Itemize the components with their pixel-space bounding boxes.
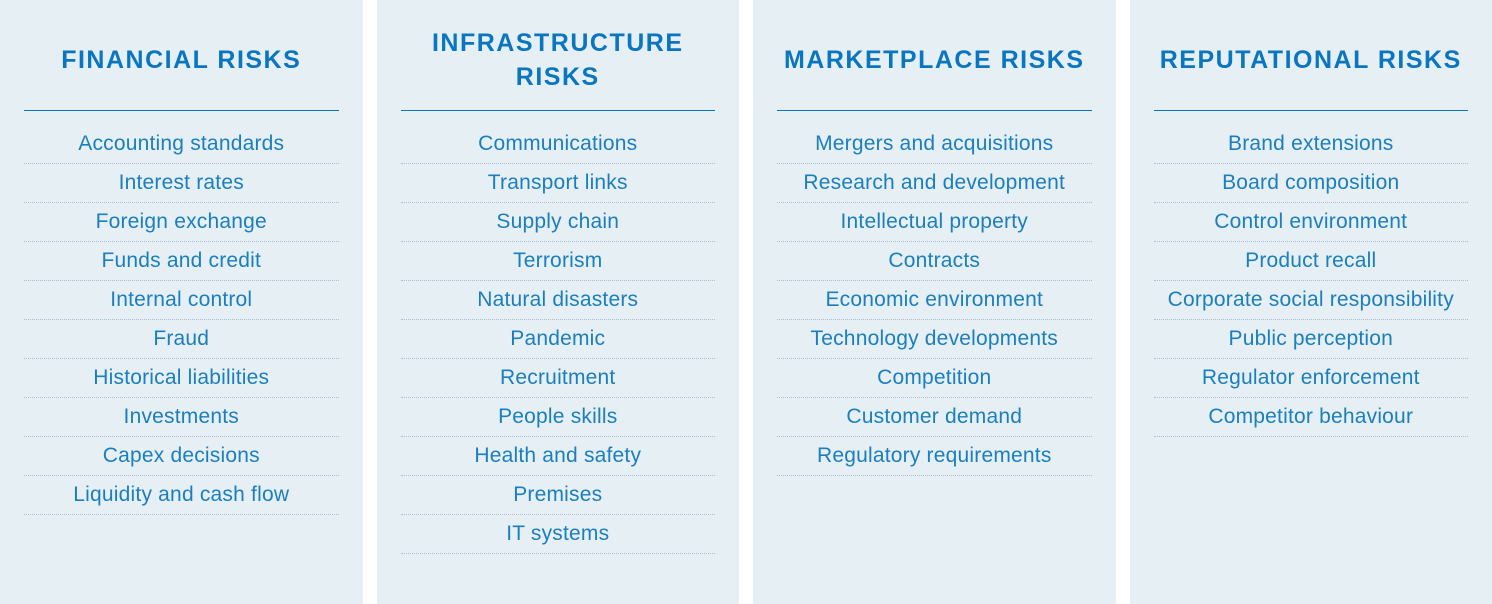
list-item: Competitor behaviour [1154,398,1469,437]
list-item: Investments [24,398,339,437]
list-item: Natural disasters [401,281,716,320]
list-item: Foreign exchange [24,203,339,242]
card-title: INFRASTRUCTURE RISKS [401,26,716,96]
card-items-list: Brand extensions Board composition Contr… [1154,125,1469,437]
title-divider [401,110,716,111]
card-items-list: Accounting standards Interest rates Fore… [24,125,339,515]
list-item: Recruitment [401,359,716,398]
list-item: Technology developments [777,320,1092,359]
risk-cards-grid: FINANCIAL RISKS Accounting standards Int… [0,0,1492,604]
list-item: Mergers and acquisitions [777,125,1092,164]
list-item: Regulator enforcement [1154,359,1469,398]
title-divider [777,110,1092,111]
list-item: Capex decisions [24,437,339,476]
list-item: Funds and credit [24,242,339,281]
list-item: Transport links [401,164,716,203]
list-item: Regulatory requirements [777,437,1092,476]
list-item: Premises [401,476,716,515]
card-items-list: Mergers and acquisitions Research and de… [777,125,1092,476]
list-item: Public perception [1154,320,1469,359]
card-infrastructure-risks: INFRASTRUCTURE RISKS Communications Tran… [377,0,740,604]
card-financial-risks: FINANCIAL RISKS Accounting standards Int… [0,0,363,604]
list-item: Historical liabilities [24,359,339,398]
list-item: Terrorism [401,242,716,281]
title-divider [24,110,339,111]
list-item: Product recall [1154,242,1469,281]
list-item: Internal control [24,281,339,320]
card-items-list: Communications Transport links Supply ch… [401,125,716,554]
list-item: Corporate social responsibility [1154,281,1469,320]
list-item: Accounting standards [24,125,339,164]
list-item: Health and safety [401,437,716,476]
list-item: Supply chain [401,203,716,242]
list-item: IT systems [401,515,716,554]
list-item: Competition [777,359,1092,398]
card-reputational-risks: REPUTATIONAL RISKS Brand extensions Boar… [1130,0,1492,604]
list-item: Control environment [1154,203,1469,242]
list-item: Brand extensions [1154,125,1469,164]
list-item: Pandemic [401,320,716,359]
list-item: Communications [401,125,716,164]
list-item: Economic environment [777,281,1092,320]
list-item: Contracts [777,242,1092,281]
card-title: FINANCIAL RISKS [24,26,339,96]
list-item: Fraud [24,320,339,359]
card-title: MARKETPLACE RISKS [777,26,1092,96]
list-item: Customer demand [777,398,1092,437]
list-item: Interest rates [24,164,339,203]
list-item: Liquidity and cash flow [24,476,339,515]
list-item: People skills [401,398,716,437]
list-item: Intellectual property [777,203,1092,242]
list-item: Research and development [777,164,1092,203]
card-title: REPUTATIONAL RISKS [1154,26,1469,96]
card-marketplace-risks: MARKETPLACE RISKS Mergers and acquisitio… [753,0,1116,604]
list-item: Board composition [1154,164,1469,203]
title-divider [1154,110,1469,111]
